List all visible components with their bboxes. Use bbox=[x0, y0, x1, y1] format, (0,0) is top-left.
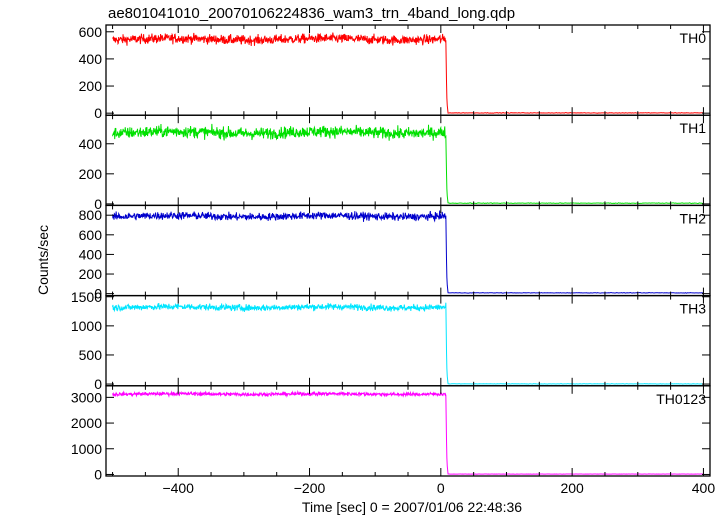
x-tick-label: 0 bbox=[437, 480, 445, 496]
series-line-th2 bbox=[112, 210, 704, 294]
y-axis-label: Counts/sec bbox=[35, 225, 51, 295]
y-tick-label: 3000 bbox=[71, 389, 102, 405]
y-tick-label: 200 bbox=[79, 166, 103, 182]
panel-th3: 0 500 1000 1500 TH3 bbox=[71, 289, 711, 392]
panel-label-th1: TH1 bbox=[680, 120, 707, 136]
y-tick-label: 1000 bbox=[71, 318, 102, 334]
x-tick-label: −200 bbox=[294, 480, 326, 496]
panel-label-th2: TH2 bbox=[680, 210, 707, 226]
y-tick-label: 200 bbox=[79, 266, 103, 282]
x-axis: −400 −200 0 200 400 bbox=[162, 480, 715, 496]
y-tick-label: 400 bbox=[79, 246, 103, 262]
y-tick-label: 400 bbox=[79, 136, 103, 152]
y-tick-label: 1500 bbox=[71, 289, 102, 305]
y-tick-label: 600 bbox=[79, 227, 103, 243]
y-tick-label: 800 bbox=[79, 207, 103, 223]
y-tick-label: 1000 bbox=[71, 441, 102, 457]
y-tick-label: 600 bbox=[79, 24, 103, 40]
y-tick-label: 0 bbox=[94, 196, 102, 212]
y-tick-label: 0 bbox=[94, 376, 102, 392]
series-line-th0123 bbox=[112, 389, 704, 475]
x-tick-label: 200 bbox=[560, 480, 584, 496]
series-line-th0 bbox=[112, 32, 704, 114]
x-tick-label: −400 bbox=[162, 480, 194, 496]
panel-th0123: 0 1000 2000 3000 TH0123 bbox=[71, 385, 711, 482]
y-tick-label: 0 bbox=[94, 105, 102, 121]
y-tick-label: 0 bbox=[94, 466, 102, 482]
x-tick-label: 400 bbox=[692, 480, 716, 496]
panel-th2: 0 200 400 600 800 TH2 bbox=[79, 204, 711, 302]
panel-frame bbox=[105, 385, 711, 477]
panel-label-th0123: TH0123 bbox=[656, 391, 706, 407]
y-tick-label: 2000 bbox=[71, 415, 102, 431]
panel-th1: 0 200 400 TH1 bbox=[79, 114, 711, 212]
y-tick-label: 400 bbox=[79, 51, 103, 67]
y-tick-label: 200 bbox=[79, 78, 103, 94]
figure-title: ae801041010_20070106224836_wam3_trn_4ban… bbox=[108, 5, 515, 22]
panel-label-th3: TH3 bbox=[680, 301, 707, 317]
x-axis-label: Time [sec] 0 = 2007/01/06 22:48:36 bbox=[302, 499, 522, 515]
y-tick-label: 500 bbox=[79, 347, 103, 363]
panel-frame bbox=[105, 114, 711, 207]
panel-label-th0: TH0 bbox=[680, 30, 707, 46]
panel-th0: 0 200 400 600 TH0 bbox=[79, 24, 711, 121]
series-line-th3 bbox=[112, 302, 704, 385]
y-tick-label: 0 bbox=[94, 286, 102, 302]
series-line-th1 bbox=[112, 123, 704, 205]
